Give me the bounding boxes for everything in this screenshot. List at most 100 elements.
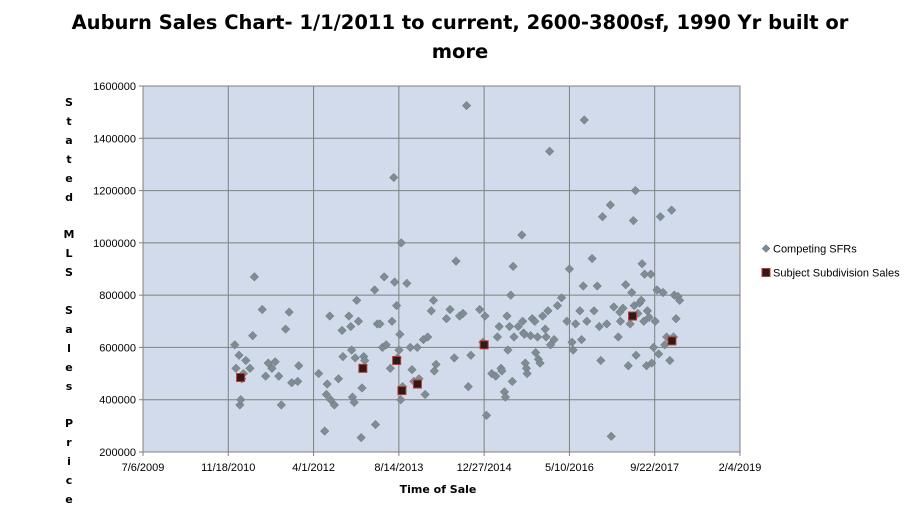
data-point bbox=[369, 285, 380, 295]
data-point bbox=[423, 332, 433, 342]
data-point bbox=[627, 287, 637, 298]
data-point bbox=[231, 363, 241, 373]
y-axis-title-char: S bbox=[65, 266, 73, 280]
x-tick-label: 12/27/2014 bbox=[457, 462, 512, 474]
data-point bbox=[248, 331, 258, 341]
data-point bbox=[605, 200, 616, 210]
data-point bbox=[293, 376, 303, 387]
y-axis-title-char: P bbox=[64, 417, 74, 431]
data-point bbox=[385, 363, 395, 373]
data-point bbox=[613, 332, 623, 342]
data-point bbox=[568, 345, 578, 355]
plot-background bbox=[143, 86, 740, 452]
x-tick-label: 2/4/2019 bbox=[719, 462, 762, 474]
data-point bbox=[543, 306, 553, 316]
legend-marker-diamond-icon bbox=[761, 244, 771, 253]
x-tick-label: 7/6/2009 bbox=[122, 462, 165, 474]
data-point bbox=[494, 321, 504, 332]
data-point bbox=[344, 311, 354, 321]
data-point bbox=[338, 351, 348, 362]
data-point bbox=[325, 395, 336, 405]
data-point bbox=[407, 364, 417, 375]
data-point bbox=[449, 353, 459, 363]
y-tick-label: 1200000 bbox=[93, 186, 136, 198]
data-point bbox=[241, 355, 251, 366]
data-point bbox=[592, 281, 602, 291]
data-point bbox=[402, 278, 412, 289]
data-point bbox=[631, 350, 641, 360]
data-point bbox=[245, 363, 255, 373]
data-point bbox=[274, 371, 284, 381]
data-point bbox=[392, 356, 402, 365]
data-point bbox=[429, 366, 439, 376]
y-axis-title-char: c bbox=[65, 474, 73, 488]
data-point bbox=[314, 368, 324, 379]
legend-marker-square-icon bbox=[761, 268, 771, 277]
y-axis-title-char: e bbox=[65, 171, 73, 185]
data-point bbox=[655, 212, 665, 222]
data-point bbox=[609, 302, 619, 312]
data-point bbox=[535, 358, 545, 368]
data-point bbox=[346, 321, 356, 332]
data-point bbox=[639, 316, 649, 326]
data-point bbox=[391, 300, 402, 311]
data-point bbox=[461, 100, 472, 111]
y-tick-label: 800000 bbox=[99, 290, 136, 302]
data-point bbox=[596, 355, 606, 366]
data-point bbox=[479, 340, 489, 350]
data-point bbox=[507, 376, 517, 387]
data-point bbox=[270, 357, 280, 367]
data-point bbox=[396, 238, 406, 248]
data-point bbox=[358, 363, 368, 373]
y-axis-title-char: e bbox=[65, 493, 73, 507]
data-point bbox=[389, 277, 400, 287]
y-axis-title-char: L bbox=[65, 247, 73, 261]
data-point bbox=[276, 400, 286, 410]
legend: Competing SFRs Subject Subdivision Sales bbox=[761, 244, 900, 280]
data-point bbox=[667, 336, 677, 346]
y-axis-title-char: a bbox=[65, 322, 73, 336]
data-point bbox=[320, 426, 330, 436]
data-point bbox=[644, 312, 654, 323]
data-point bbox=[665, 355, 675, 366]
data-point bbox=[570, 319, 581, 329]
data-point bbox=[426, 306, 436, 316]
y-axis-title-char: r bbox=[66, 436, 72, 450]
data-point bbox=[576, 334, 587, 345]
data-point bbox=[445, 304, 455, 315]
data-point bbox=[618, 303, 628, 313]
data-point bbox=[578, 281, 588, 291]
y-tick-label: 1000000 bbox=[93, 238, 136, 250]
data-point bbox=[647, 358, 657, 368]
y-axis-title-char: t bbox=[66, 114, 72, 128]
y-tick-label: 200000 bbox=[99, 447, 136, 459]
y-tick-label: 600000 bbox=[99, 342, 136, 354]
data-point bbox=[321, 389, 332, 400]
data-point bbox=[475, 304, 485, 315]
y-axis-title-char: s bbox=[65, 379, 73, 393]
data-point bbox=[646, 269, 656, 279]
data-point bbox=[552, 300, 563, 311]
data-point bbox=[294, 361, 304, 371]
data-series bbox=[230, 100, 685, 443]
series-competing-sfrs bbox=[230, 100, 685, 443]
data-point bbox=[637, 259, 647, 269]
y-axis-ticks: 200000 400000 600000 800000 1000000 1200000 14… bbox=[93, 81, 143, 459]
data-point bbox=[389, 172, 399, 183]
data-point bbox=[628, 311, 638, 321]
data-point bbox=[353, 316, 364, 326]
chart-title: Auburn Sales Chart- 1/1/2011 to current,… bbox=[71, 11, 849, 63]
data-point bbox=[329, 400, 340, 410]
data-point bbox=[513, 321, 523, 332]
legend-label-competing: Competing SFRs bbox=[773, 244, 857, 256]
data-point bbox=[458, 308, 468, 319]
data-point bbox=[350, 353, 360, 363]
data-point bbox=[508, 261, 518, 272]
data-point bbox=[466, 350, 476, 360]
data-point bbox=[589, 306, 599, 316]
data-point bbox=[284, 307, 294, 317]
y-axis-title-char: l bbox=[67, 341, 71, 355]
data-point bbox=[235, 400, 245, 410]
